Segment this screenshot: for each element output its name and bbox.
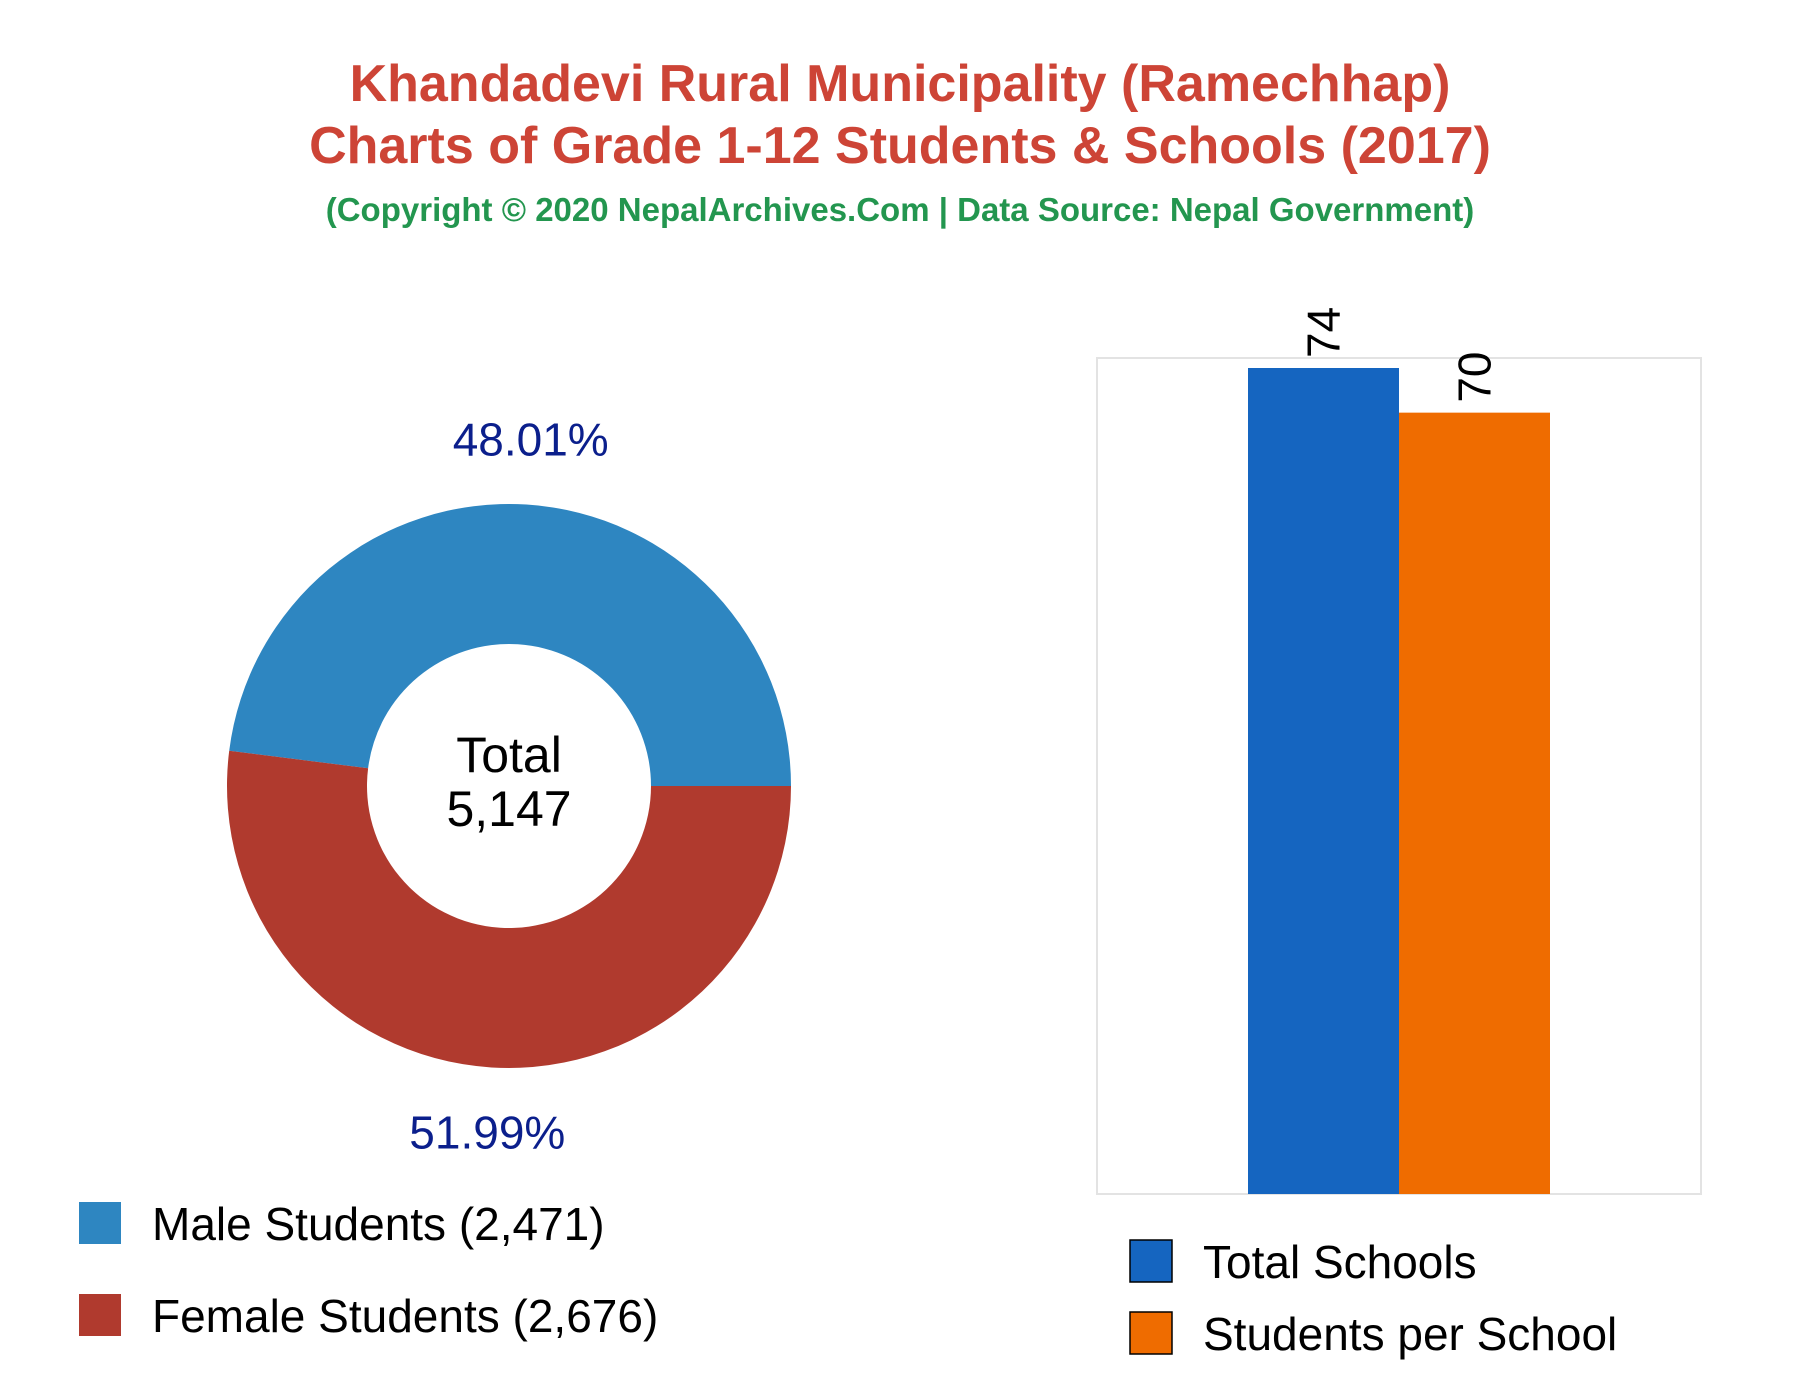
donut-chart: 48.01% 51.99% Total 5,147 — [227, 414, 792, 1158]
legend-swatch-students-per-school — [1129, 1311, 1173, 1355]
legend-swatch-total-schools — [1129, 1239, 1173, 1283]
legend-swatch-female — [79, 1294, 121, 1336]
donut-slice-female — [227, 750, 791, 1068]
legend-label-male: Male Students (2,471) — [152, 1198, 605, 1250]
legend-label-female: Female Students (2,676) — [152, 1290, 658, 1342]
donut-legend: Male Students (2,471) Female Students (2… — [79, 1198, 658, 1342]
chart-subtitle: (Copyright © 2020 NepalArchives.Com | Da… — [325, 191, 1475, 228]
legend-swatch-male — [79, 1202, 121, 1244]
bar-students-per-school — [1399, 412, 1550, 1194]
bar-total-schools — [1248, 368, 1399, 1194]
chart-title-line2: Charts of Grade 1-12 Students & Schools … — [309, 117, 1491, 175]
donut-percent-label-female: 51.99% — [409, 1106, 565, 1158]
donut-slice-male — [229, 503, 792, 786]
bar-chart: 74 70 — [1096, 307, 1702, 1195]
donut-percent-label-male: 48.01% — [453, 414, 609, 466]
chart-title-line1: Khandadevi Rural Municipality (Ramechhap… — [349, 55, 1451, 113]
bar-value-label-students-per-school: 70 — [1449, 351, 1501, 402]
legend-label-total-schools: Total Schools — [1203, 1236, 1477, 1288]
donut-center-label: Total — [456, 727, 562, 783]
bar-value-label-total-schools: 74 — [1298, 307, 1350, 358]
donut-center-value: 5,147 — [446, 781, 571, 837]
legend-label-students-per-school: Students per School — [1203, 1308, 1617, 1360]
bar-legend: Total Schools Students per School — [1129, 1236, 1617, 1360]
